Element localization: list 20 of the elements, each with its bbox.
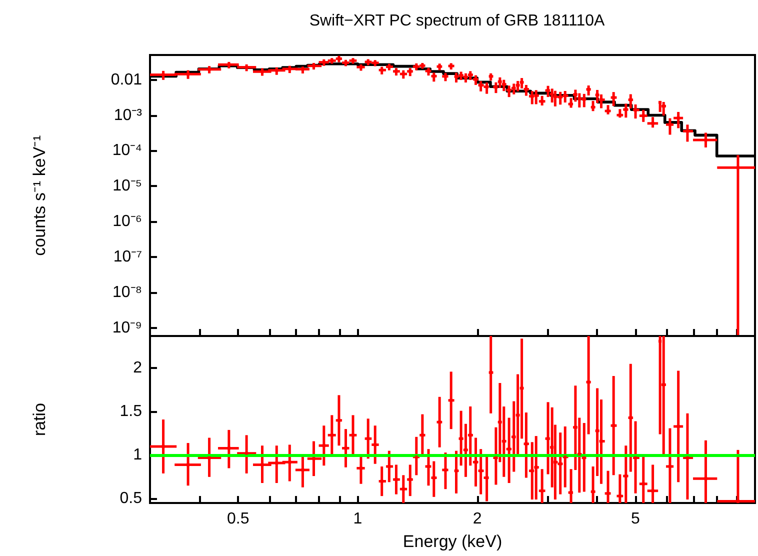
y-tick-label: 0.01 — [110, 71, 142, 88]
chart-title: Swift−XRT PC spectrum of GRB 181110A — [309, 12, 606, 30]
y-axis-title: ratio — [30, 402, 49, 436]
y-tick-label: 10⁻⁴ — [112, 142, 142, 160]
y-tick-label: 1 — [133, 446, 142, 464]
y-tick-label: 1.5 — [120, 403, 142, 420]
y-tick-label: 10⁻⁷ — [113, 248, 142, 266]
y-tick-label: 10⁻⁵ — [112, 178, 142, 195]
x-tick-label: 1 — [353, 510, 362, 528]
y-tick-label: 10⁻³ — [114, 106, 143, 124]
y-tick-label: 10⁻⁸ — [112, 284, 142, 302]
x-tick-label: 2 — [472, 510, 482, 528]
y-axis-title: counts s⁻¹ keV⁻¹ — [30, 134, 49, 256]
x-axis-title: Energy (keV) — [402, 532, 502, 551]
y-tick-label: 0.5 — [120, 490, 142, 508]
y-tick-label: 10⁻⁹ — [112, 320, 142, 337]
y-tick-label: 2 — [133, 360, 142, 377]
x-tick-label: 0.5 — [227, 510, 250, 528]
y-tick-label: 10⁻⁶ — [112, 213, 142, 230]
x-tick-label: 5 — [630, 510, 640, 528]
